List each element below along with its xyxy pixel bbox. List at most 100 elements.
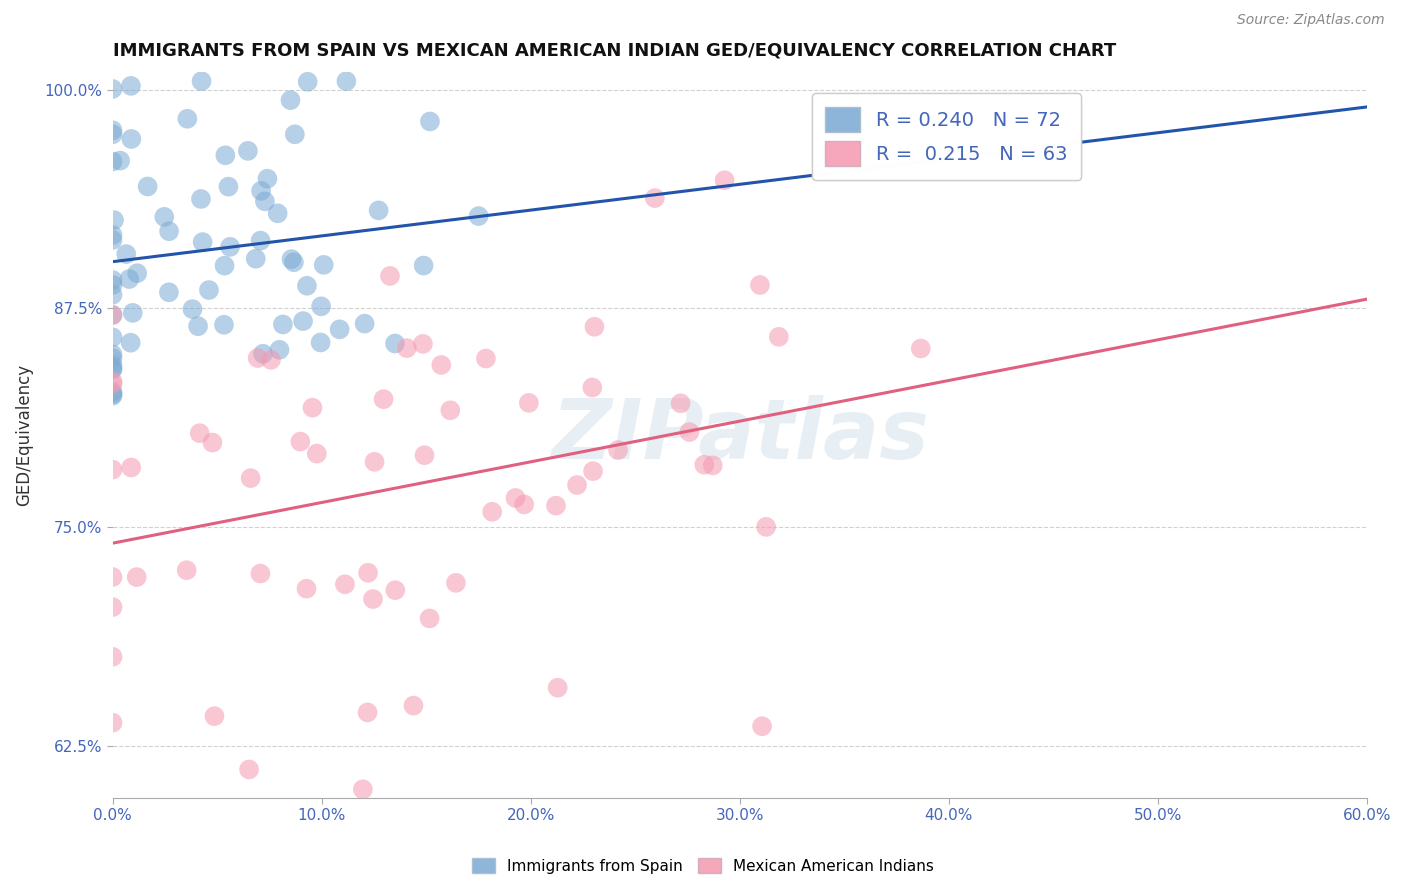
Point	[517, 396, 540, 410]
Point	[395, 341, 418, 355]
Point	[352, 782, 374, 797]
Point	[246, 351, 269, 365]
Point	[101, 387, 124, 401]
Point	[367, 203, 389, 218]
Point	[115, 247, 138, 261]
Point	[252, 347, 274, 361]
Point	[384, 336, 406, 351]
Point	[910, 342, 932, 356]
Point	[644, 191, 666, 205]
Point	[271, 318, 294, 332]
Legend: Immigrants from Spain, Mexican American Indians: Immigrants from Spain, Mexican American …	[465, 852, 941, 880]
Point	[101, 362, 124, 376]
Point	[101, 287, 124, 301]
Point	[101, 128, 124, 142]
Point	[176, 112, 198, 126]
Point	[693, 458, 716, 472]
Point	[607, 443, 630, 458]
Point	[309, 335, 332, 350]
Point	[295, 582, 318, 596]
Point	[101, 361, 124, 376]
Point	[412, 337, 434, 351]
Point	[419, 611, 441, 625]
Point	[125, 570, 148, 584]
Point	[101, 228, 124, 243]
Point	[101, 309, 124, 323]
Point	[361, 592, 384, 607]
Point	[373, 392, 395, 406]
Point	[101, 358, 124, 372]
Point	[269, 343, 291, 357]
Point	[120, 78, 142, 93]
Point	[101, 715, 124, 730]
Point	[120, 132, 142, 146]
Point	[283, 255, 305, 269]
Point	[669, 396, 692, 410]
Point	[768, 330, 790, 344]
Point	[412, 259, 434, 273]
Point	[430, 358, 453, 372]
Point	[301, 401, 323, 415]
Point	[121, 306, 143, 320]
Text: Source: ZipAtlas.com: Source: ZipAtlas.com	[1237, 13, 1385, 28]
Text: ZIPatlas: ZIPatlas	[551, 395, 928, 475]
Point	[245, 252, 267, 266]
Point	[101, 273, 124, 287]
Point	[505, 491, 527, 505]
Point	[280, 252, 302, 266]
Point	[236, 144, 259, 158]
Point	[678, 425, 700, 439]
Point	[249, 234, 271, 248]
Point	[214, 259, 236, 273]
Y-axis label: GED/Equivalency: GED/Equivalency	[15, 364, 32, 507]
Point	[187, 319, 209, 334]
Point	[219, 240, 242, 254]
Point	[547, 681, 569, 695]
Point	[475, 351, 498, 366]
Point	[481, 505, 503, 519]
Point	[312, 258, 335, 272]
Legend: R = 0.240   N = 72, R =  0.215   N = 63: R = 0.240 N = 72, R = 0.215 N = 63	[811, 93, 1081, 180]
Point	[378, 268, 401, 283]
Point	[363, 455, 385, 469]
Text: IMMIGRANTS FROM SPAIN VS MEXICAN AMERICAN INDIAN GED/EQUIVALENCY CORRELATION CHA: IMMIGRANTS FROM SPAIN VS MEXICAN AMERICA…	[112, 42, 1116, 60]
Point	[582, 464, 605, 478]
Point	[101, 330, 124, 344]
Point	[190, 74, 212, 88]
Point	[297, 75, 319, 89]
Point	[439, 403, 461, 417]
Point	[467, 209, 489, 223]
Point	[356, 706, 378, 720]
Point	[108, 153, 131, 168]
Point	[190, 192, 212, 206]
Point	[101, 123, 124, 137]
Point	[755, 520, 778, 534]
Point	[118, 272, 141, 286]
Point	[101, 600, 124, 615]
Point	[101, 649, 124, 664]
Point	[713, 173, 735, 187]
Point	[583, 319, 606, 334]
Point	[153, 210, 176, 224]
Point	[749, 277, 772, 292]
Point	[191, 235, 214, 249]
Point	[444, 575, 467, 590]
Point	[101, 277, 124, 292]
Point	[176, 563, 198, 577]
Point	[260, 352, 283, 367]
Point	[157, 224, 180, 238]
Point	[136, 179, 159, 194]
Point	[238, 763, 260, 777]
Point	[249, 566, 271, 581]
Point	[290, 434, 312, 449]
Point	[214, 148, 236, 162]
Point	[413, 448, 436, 462]
Point	[353, 317, 375, 331]
Point	[217, 179, 239, 194]
Point	[565, 478, 588, 492]
Point	[157, 285, 180, 300]
Point	[581, 380, 603, 394]
Point	[309, 299, 332, 313]
Point	[284, 128, 307, 142]
Point	[101, 384, 124, 399]
